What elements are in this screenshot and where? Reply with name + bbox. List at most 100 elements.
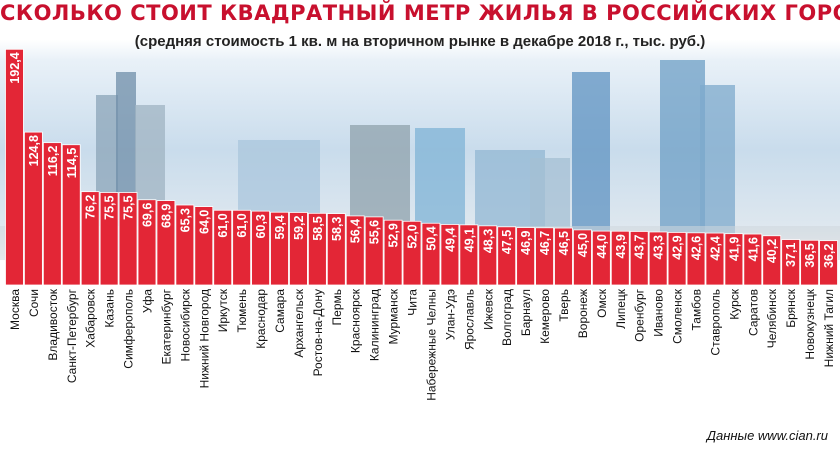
bar [743,233,763,286]
data-source-note: Данные www.cian.ru [706,428,828,443]
bar-value-label: 124,8 [27,135,41,166]
bar [289,212,308,286]
bar-value-label: 42,6 [690,236,704,260]
x-tick-label: Иркутск [216,288,230,332]
x-tick-label: Тюмень [235,289,249,332]
bar-value-label: 59,4 [273,215,287,239]
bar [762,235,782,286]
x-tick-label: Новокузнецк [803,288,817,359]
bar [99,192,119,286]
bar [478,225,498,286]
x-tick-label: Санкт-Петербург [65,288,79,383]
bar [440,224,460,286]
x-tick-label: Курск [727,288,741,320]
bar [213,209,233,286]
bar [497,226,517,286]
bar-value-label: 41,6 [746,237,760,261]
bar-value-label: 75,5 [122,195,136,219]
bar-value-label: 36,5 [803,243,817,267]
x-tick-label: Самара [273,289,287,333]
x-tick-label: Нижний Новгород [197,289,211,388]
bar-value-label: 43,3 [652,235,666,259]
bar [42,142,62,286]
bar-group: 192,4 124,8 116,2 114,5 76,2 75,5 75,5 69,6 68,9… [5,48,838,286]
bar [402,220,422,286]
bar-value-label: 45,0 [576,233,590,257]
bar [251,210,270,286]
bar [629,231,649,286]
bar [800,239,819,286]
x-tick-label: Иваново [652,289,666,337]
bar [383,219,403,286]
bar [345,215,365,286]
bar [80,191,100,286]
x-tick-label: Волгоград [500,289,514,346]
bar-value-label: 61,0 [216,213,230,237]
x-tick-label: Ярославль [462,289,476,350]
x-tick-label: Екатеринбург [159,288,173,364]
bar-value-label: 65,3 [178,208,192,232]
bar-value-label: 46,7 [538,231,552,255]
x-tick-label: Мурманск [387,288,401,344]
bar [61,144,81,286]
x-axis-tick-labels: Москва Сочи Владивосток Санкт-Петербург Хаба… [8,288,836,401]
bar-value-label: 49,1 [462,228,476,252]
skyline-tower [700,85,735,250]
bar-value-label: 55,6 [368,220,382,244]
bar-value-label: 42,4 [708,236,722,260]
x-tick-label: Казань [103,289,117,328]
x-tick-label: Тамбов [690,289,704,331]
bar [308,212,327,286]
bar [535,227,554,286]
bar [364,216,384,286]
x-tick-label: Оренбург [633,288,647,341]
bar-value-label: 64,0 [197,210,211,234]
bar [421,222,441,286]
bar-value-label: 52,0 [406,224,420,248]
bar [705,232,725,286]
bar-value-label: 43,7 [633,234,647,258]
bar-value-label: 69,6 [141,203,155,227]
bar [156,200,176,286]
bar-value-label: 48,3 [481,229,495,253]
x-tick-label: Пермь [330,289,344,325]
x-tick-label: Омск [595,288,609,318]
chart-title: СКОЛЬКО СТОИТ КВАДРАТНЫЙ МЕТР ЖИЛЬЯ В РО… [0,1,840,25]
bar [516,227,535,286]
bar-value-label: 42,9 [671,235,685,259]
bar [819,240,838,286]
x-tick-label: Улан-Удэ [443,289,457,340]
x-tick-label: Хабаровск [84,288,98,348]
bar [610,230,630,286]
bar-value-label: 43,9 [614,234,628,258]
bar-value-label: 41,9 [727,237,741,261]
bar-value-label: 50,4 [425,226,439,250]
x-tick-label: Барнаул [519,289,533,336]
x-tick-label: Краснодар [254,289,268,349]
bar [194,206,214,286]
bar-value-label: 37,1 [784,243,798,267]
x-tick-label: Набережные Челны [425,289,439,401]
bar-value-label: 60,3 [254,214,268,238]
bar [175,204,195,286]
bar [118,192,138,286]
x-tick-label: Липецк [614,288,628,329]
x-tick-label: Нижний Тагил [822,289,836,367]
bar [137,199,157,286]
x-tick-label: Ижевск [481,288,495,330]
x-tick-label: Калининград [368,289,382,361]
x-tick-label: Челябинск [765,288,779,348]
bar [326,213,346,286]
bar-value-label: 40,2 [765,239,779,263]
bar [232,209,252,286]
bar-value-label: 76,2 [84,195,98,219]
x-tick-label: Кемерово [538,289,552,344]
bar-value-label: 58,5 [311,216,325,240]
bar-value-label: 59,2 [292,215,306,239]
bar-value-label: 44,0 [595,234,609,258]
x-tick-label: Москва [8,289,22,330]
x-tick-label: Владивосток [46,288,60,360]
x-tick-label: Уфа [141,289,155,313]
bar [781,239,801,286]
